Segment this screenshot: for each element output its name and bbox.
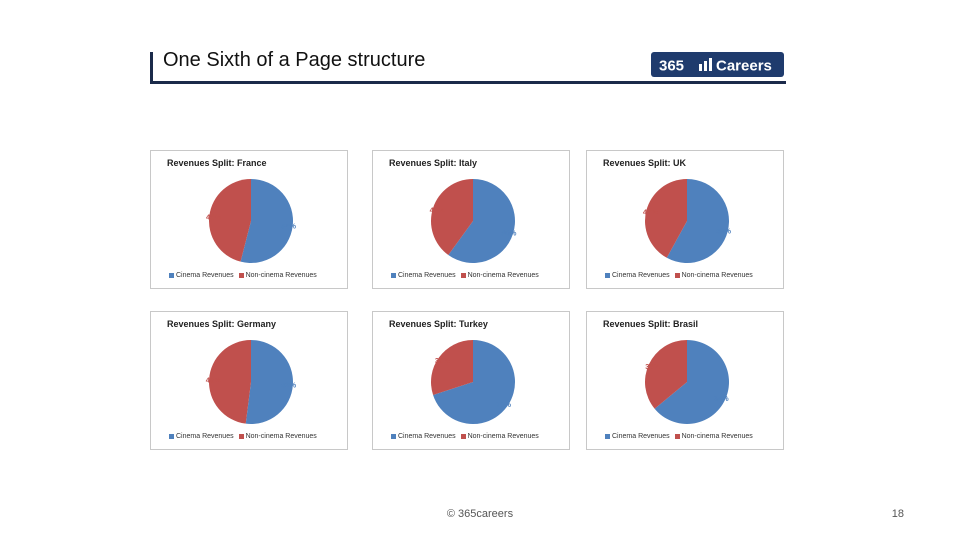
pie-chart-panel: Revenues Split: UK 58% 42% Cinema Revenues N… — [586, 150, 784, 289]
chart-legend: Cinema Revenues Non-cinema Revenues — [169, 272, 317, 279]
chart-title: Revenues Split: Germany — [167, 319, 277, 329]
legend-label-noncinema: Non-cinema Revenues — [681, 272, 753, 279]
pie-chart-panel: Revenues Split: Turkey 70% 30% Cinema Reven… — [372, 311, 570, 450]
chart-title: Revenues Split: Brasil — [603, 319, 699, 329]
legend-swatch-cinema — [605, 434, 610, 439]
pie-slice-noncinema — [645, 340, 687, 409]
legend-label-cinema: Cinema Revenues — [398, 272, 456, 279]
legend-label-noncinema: Non-cinema Revenues — [681, 433, 753, 440]
chart-legend: Cinema Revenues Non-cinema Revenues — [169, 433, 317, 440]
slide-header: One Sixth of a Page structure — [150, 48, 786, 84]
legend-swatch-noncinema — [460, 434, 466, 439]
pie-slice-noncinema — [431, 340, 473, 395]
legend-swatch-cinema — [605, 273, 610, 278]
pie-slice-cinema — [666, 179, 730, 263]
data-label: 42% — [643, 208, 658, 217]
pie-chart: 64% 36% — [645, 340, 730, 424]
header-rule — [150, 81, 786, 84]
pie-slice-noncinema — [208, 340, 251, 424]
legend-label-noncinema: Non-cinema Revenues — [467, 433, 539, 440]
legend-label-noncinema: Non-cinema Revenues — [245, 272, 317, 279]
data-label: 60% — [501, 229, 516, 238]
data-label: 52% — [281, 380, 296, 389]
pie-chart: 52% 48% — [206, 340, 297, 424]
legend-label-noncinema: Non-cinema Revenues — [245, 433, 317, 440]
data-label: 54% — [281, 222, 296, 231]
pie-chart-panel: Revenues Split: Germany 52% 48% Cinema Reve… — [150, 311, 348, 450]
pie-slice-cinema — [240, 179, 294, 263]
pie-slice-cinema — [654, 340, 730, 424]
data-label: 46% — [206, 212, 221, 221]
chart-title: Revenues Split: UK — [603, 158, 687, 168]
legend-swatch-cinema — [169, 434, 174, 439]
pie-chart: 54% 46% — [206, 179, 296, 263]
pie-slice-noncinema — [430, 179, 473, 255]
legend-swatch-noncinema — [674, 273, 680, 278]
legend-label-cinema: Cinema Revenues — [612, 433, 670, 440]
pie-slice-noncinema — [645, 179, 687, 258]
logo-bar-1 — [699, 63, 702, 71]
legend-swatch-noncinema — [238, 434, 244, 439]
data-label: 40% — [430, 205, 445, 214]
data-label: 48% — [206, 376, 221, 385]
logo-bar-2 — [704, 60, 707, 71]
chart-legend: Cinema Revenues Non-cinema Revenues — [605, 272, 753, 279]
brand-logo: 365 Careers — [651, 52, 784, 77]
data-label: 36% — [645, 362, 660, 371]
pie-slice-cinema — [433, 340, 516, 424]
chart-title: Revenues Split: Italy — [389, 158, 478, 168]
page-number: 18 — [891, 508, 904, 520]
data-label: 58% — [716, 226, 731, 235]
pie-chart-panel: Revenues Split: Brasil 64% 36% Cinema Reven… — [586, 311, 784, 450]
legend-label-cinema: Cinema Revenues — [612, 272, 670, 279]
pie-chart: 60% 40% — [430, 179, 517, 263]
header-left-bar — [150, 52, 153, 84]
pie-chart-panel: Revenues Split: France 54% 46% Cinema Reven… — [150, 150, 348, 289]
legend-swatch-noncinema — [238, 273, 244, 278]
pie-slice-cinema — [245, 340, 293, 424]
chart-legend: Cinema Revenues Non-cinema Revenues — [391, 433, 539, 440]
pie-chart: 70% 30% — [431, 340, 516, 424]
logo-bar-3 — [709, 57, 712, 71]
legend-label-cinema: Cinema Revenues — [176, 272, 234, 279]
chart-title: Revenues Split: Turkey — [389, 319, 488, 329]
logo-mark: 365 Careers — [659, 57, 772, 74]
logo-number: 365 — [659, 57, 684, 74]
legend-label-cinema: Cinema Revenues — [176, 433, 234, 440]
data-label: 70% — [496, 400, 511, 409]
chart-legend: Cinema Revenues Non-cinema Revenues — [391, 272, 539, 279]
data-label: 64% — [714, 394, 729, 403]
legend-swatch-noncinema — [674, 434, 680, 439]
legend-swatch-cinema — [169, 273, 174, 278]
legend-label-noncinema: Non-cinema Revenues — [467, 272, 539, 279]
pie-slice-noncinema — [209, 179, 251, 262]
logo-word: Careers — [716, 57, 772, 74]
legend-swatch-cinema — [391, 434, 396, 439]
footer-copyright: © 365careers — [446, 508, 514, 520]
chart-legend: Cinema Revenues Non-cinema Revenues — [605, 433, 753, 440]
legend-swatch-noncinema — [460, 273, 466, 278]
data-label: 30% — [435, 356, 450, 365]
page-title: One Sixth of a Page structure — [163, 49, 426, 71]
legend-swatch-cinema — [391, 273, 396, 278]
pie-chart-panel: Revenues Split: Italy 60% 40% Cinema Revenu… — [372, 150, 570, 289]
pie-chart: 58% 42% — [643, 179, 731, 263]
pie-slice-cinema — [448, 179, 515, 263]
legend-label-cinema: Cinema Revenues — [398, 433, 456, 440]
chart-title: Revenues Split: France — [167, 158, 267, 168]
